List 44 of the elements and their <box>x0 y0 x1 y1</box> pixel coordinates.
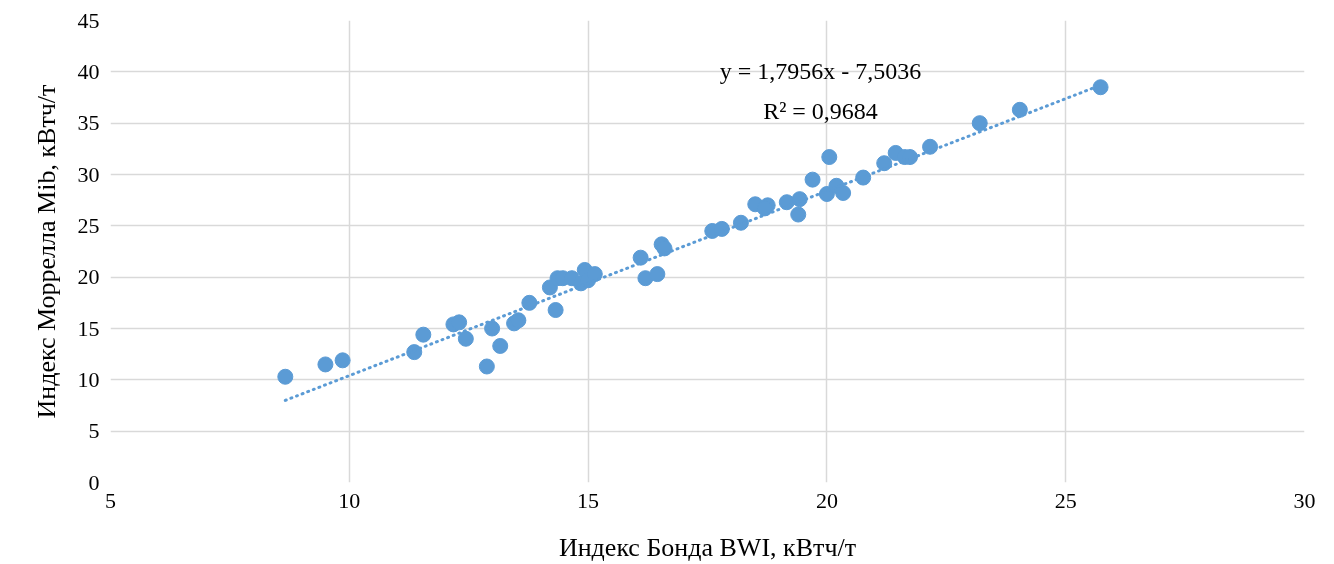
point <box>317 356 334 373</box>
y-tick-label: 35 <box>77 110 100 136</box>
x-tick-label: 15 <box>577 487 600 513</box>
point <box>547 302 564 319</box>
annotation: R² = 0,9684 <box>763 97 878 124</box>
point <box>922 138 939 155</box>
point <box>521 294 538 311</box>
point <box>510 312 527 329</box>
y-tick-label: 15 <box>77 315 100 341</box>
point <box>821 149 838 166</box>
point <box>277 368 294 385</box>
point <box>492 337 509 354</box>
x-tick-label: 25 <box>1054 487 1077 513</box>
point <box>790 206 807 223</box>
point <box>1011 101 1028 118</box>
x-tick-label: 20 <box>815 487 838 513</box>
y-tick-label: 5 <box>88 418 100 444</box>
annotation: y = 1,7956x - 7,5036 <box>719 57 922 84</box>
point <box>876 155 893 172</box>
y-axis-title: Индекс Моррелла Mib, кВтч/т <box>31 84 61 419</box>
point <box>804 171 821 188</box>
y-tick-label: 0 <box>88 469 100 495</box>
y-tick-label: 25 <box>77 212 100 238</box>
x-tick-label: 30 <box>1293 487 1316 513</box>
point <box>334 352 351 369</box>
y-tick-label: 40 <box>77 58 100 84</box>
x-tick-label: 10 <box>338 487 361 513</box>
point <box>415 326 432 343</box>
point <box>656 240 673 257</box>
point <box>478 358 495 375</box>
point <box>649 266 666 283</box>
point <box>632 249 649 266</box>
point <box>732 214 749 231</box>
point <box>457 330 474 347</box>
y-tick-label: 30 <box>77 161 100 187</box>
point <box>971 115 988 132</box>
x-axis-title: Индекс Бонда BWI, кВтч/т <box>558 532 857 562</box>
y-tick-label: 10 <box>77 366 100 392</box>
point <box>1092 79 1109 96</box>
y-tick-label: 45 <box>77 7 100 33</box>
point <box>835 184 852 201</box>
y-tick-label: 20 <box>77 264 100 290</box>
x-tick-label: 5 <box>105 487 116 513</box>
point <box>484 320 501 337</box>
